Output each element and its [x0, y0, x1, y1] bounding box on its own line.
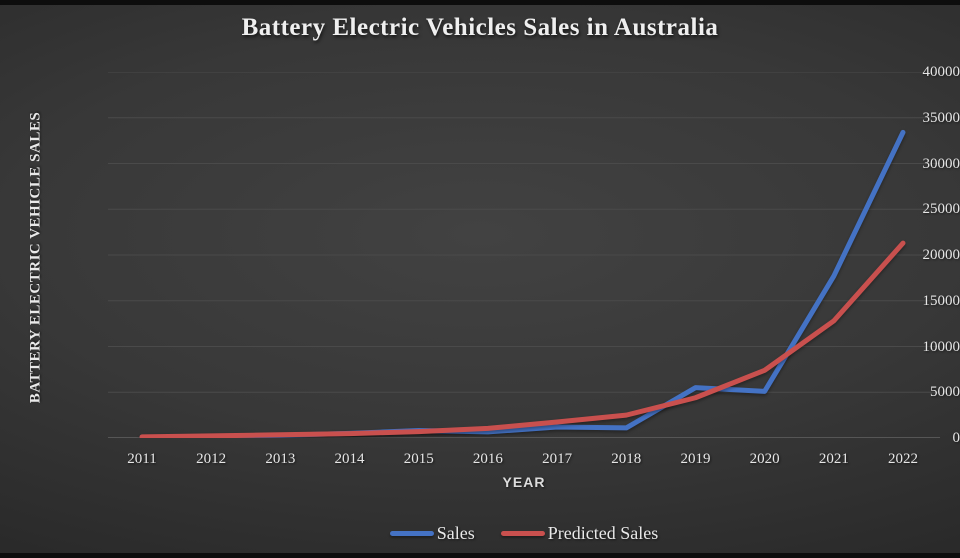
x-tick-label: 2017: [542, 451, 573, 467]
y-tick-label: 10000: [922, 338, 960, 355]
x-tick-label: 2011: [127, 451, 157, 467]
chart-title: Battery Electric Vehicles Sales in Austr…: [241, 14, 719, 41]
legend-item-predicted-sales: Predicted Sales: [500, 522, 659, 544]
y-tick-label: 5000: [930, 384, 960, 401]
legend-label: Sales: [436, 522, 475, 543]
x-tick-label: 2022: [888, 451, 918, 467]
y-tick-label: 0: [952, 430, 960, 446]
plot-area: [108, 72, 940, 438]
x-tick-label: 2019: [680, 451, 711, 467]
legend-line-swatch: [500, 530, 545, 536]
x-tick-label: 2020: [749, 451, 780, 467]
bottom-letterbox-strip: [0, 553, 960, 558]
y-tick-label: 25000: [922, 201, 960, 218]
y-axis-title: BATTERY ELECTRIC VEHICLE SALES: [27, 111, 44, 404]
series-line-predicted-sales: [139, 240, 906, 438]
legend-item-sales: Sales: [389, 522, 475, 544]
y-tick-label: 30000: [922, 155, 960, 172]
x-tick-label: 2021: [818, 451, 849, 467]
y-tick-label: 40000: [922, 64, 960, 80]
x-tick-label: 2016: [472, 451, 503, 467]
x-tick-label: 2012: [196, 451, 227, 467]
y-tick-label: 35000: [922, 109, 960, 126]
legend-line-swatch: [389, 530, 434, 536]
legend-label: Predicted Sales: [547, 522, 659, 543]
x-tick-label: 2015: [403, 451, 434, 467]
x-tick-label: 2018: [611, 451, 642, 467]
top-letterbox-strip: [0, 0, 960, 5]
x-tick-label: 2013: [265, 451, 296, 467]
chart-legend: Sales Predicted Sales: [108, 521, 940, 545]
y-tick-label: 15000: [922, 292, 960, 309]
y-tick-label: 20000: [922, 247, 960, 263]
x-axis-title: YEAR: [502, 474, 546, 490]
x-tick-label: 2014: [334, 451, 365, 467]
